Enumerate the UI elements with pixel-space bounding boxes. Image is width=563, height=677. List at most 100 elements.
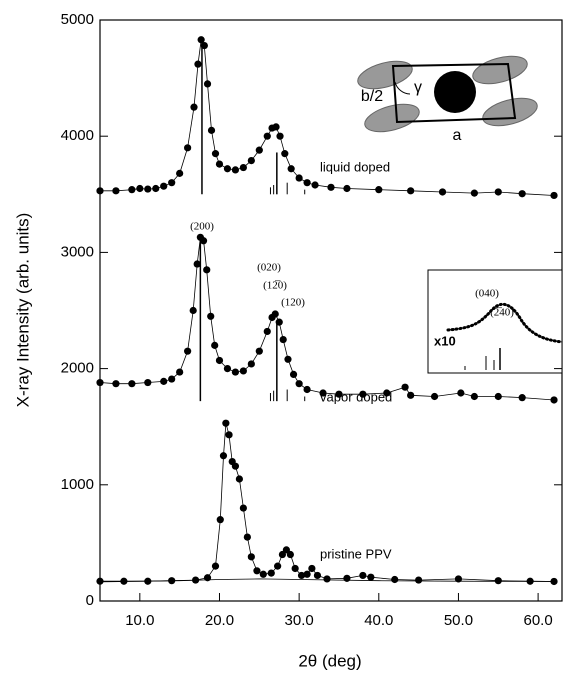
data-point — [303, 570, 311, 578]
data-point — [223, 165, 232, 173]
schematic-label: a — [453, 127, 462, 144]
data-point — [281, 150, 289, 158]
data-point — [407, 391, 415, 399]
y-tick-label: 5000 — [61, 11, 94, 28]
annotation: vapor doped — [320, 389, 392, 404]
y-axis-label: X-ray Intensity (arb. units) — [13, 213, 32, 408]
data-point — [343, 184, 351, 193]
data-point — [272, 123, 280, 131]
data-point — [275, 318, 283, 326]
data-point — [263, 327, 271, 336]
y-tick-label: 3000 — [61, 243, 94, 260]
data-point — [457, 389, 465, 397]
data-point — [211, 341, 219, 349]
data-point — [239, 504, 247, 512]
data-point — [136, 184, 144, 193]
data-point — [284, 355, 292, 363]
y-tick-label: 1000 — [61, 476, 94, 493]
data-point — [415, 576, 423, 584]
data-point — [231, 462, 240, 470]
data-point — [231, 368, 240, 376]
inset-label: (2̅40) — [490, 307, 514, 319]
data-point — [286, 550, 294, 559]
data-point — [222, 419, 230, 427]
annotation: pristine PPV — [320, 546, 392, 561]
annotation: (120) — [281, 297, 305, 309]
data-point — [184, 144, 192, 152]
data-point — [375, 186, 383, 194]
molecule — [472, 55, 528, 85]
schematic-label: γ — [414, 79, 422, 96]
data-point — [239, 163, 247, 172]
data-point — [391, 575, 399, 584]
data-point — [223, 365, 232, 373]
data-point — [295, 174, 303, 182]
data-point — [401, 383, 409, 391]
data-point — [550, 396, 558, 404]
data-point — [190, 103, 198, 111]
inset-fit — [447, 304, 563, 343]
x-axis-label: 2θ (deg) — [298, 651, 361, 670]
data-point — [197, 36, 205, 44]
data-point — [430, 392, 439, 401]
data-point — [194, 60, 202, 68]
data-point — [255, 347, 263, 355]
data-point — [207, 126, 216, 134]
data-point — [295, 380, 303, 388]
data-point — [184, 347, 192, 355]
data-point — [303, 385, 311, 394]
data-point — [128, 380, 136, 388]
data-point — [550, 577, 558, 586]
y-tick-label: 2000 — [61, 360, 94, 377]
data-point — [289, 370, 298, 379]
data-point — [470, 392, 478, 401]
molecule — [482, 97, 538, 127]
y-tick-label: 0 — [86, 592, 94, 609]
data-point — [359, 571, 367, 580]
data-point — [311, 181, 319, 189]
annotation: (020) — [257, 262, 281, 274]
data-point — [199, 237, 208, 245]
unit-cell — [391, 62, 517, 124]
data-point — [225, 431, 233, 439]
data-point — [308, 564, 316, 573]
data-point — [207, 312, 215, 320]
data-point — [494, 392, 502, 401]
data-point — [128, 186, 136, 194]
data-point — [303, 179, 311, 187]
data-point — [323, 575, 331, 583]
data-point — [216, 516, 224, 524]
molecule-center — [434, 71, 476, 113]
data-point — [168, 179, 176, 187]
data-point — [189, 306, 197, 315]
data-point — [438, 188, 447, 196]
molecule — [364, 103, 420, 133]
inset-frame — [427, 269, 563, 374]
data-point — [144, 378, 152, 387]
data-point — [144, 185, 152, 193]
data-point — [276, 132, 284, 140]
data-point — [335, 390, 343, 398]
data-point — [407, 187, 415, 195]
data-point — [494, 188, 502, 196]
data-point — [319, 389, 327, 397]
data-point — [313, 571, 322, 580]
data-point — [239, 367, 247, 375]
data-point — [203, 80, 212, 88]
data-point — [215, 356, 224, 365]
data-point — [267, 569, 275, 577]
data-point — [550, 191, 558, 200]
data-point — [96, 577, 104, 585]
data-point — [271, 310, 279, 318]
data-point — [247, 360, 255, 368]
data-point — [96, 378, 104, 387]
data-point — [112, 380, 120, 388]
data-point — [247, 553, 255, 561]
data-point — [231, 166, 240, 174]
schematic-label: b/2 — [361, 88, 383, 105]
data-point — [176, 169, 184, 177]
x-tick-label: 20.0 — [205, 612, 234, 629]
data-point — [274, 562, 282, 570]
